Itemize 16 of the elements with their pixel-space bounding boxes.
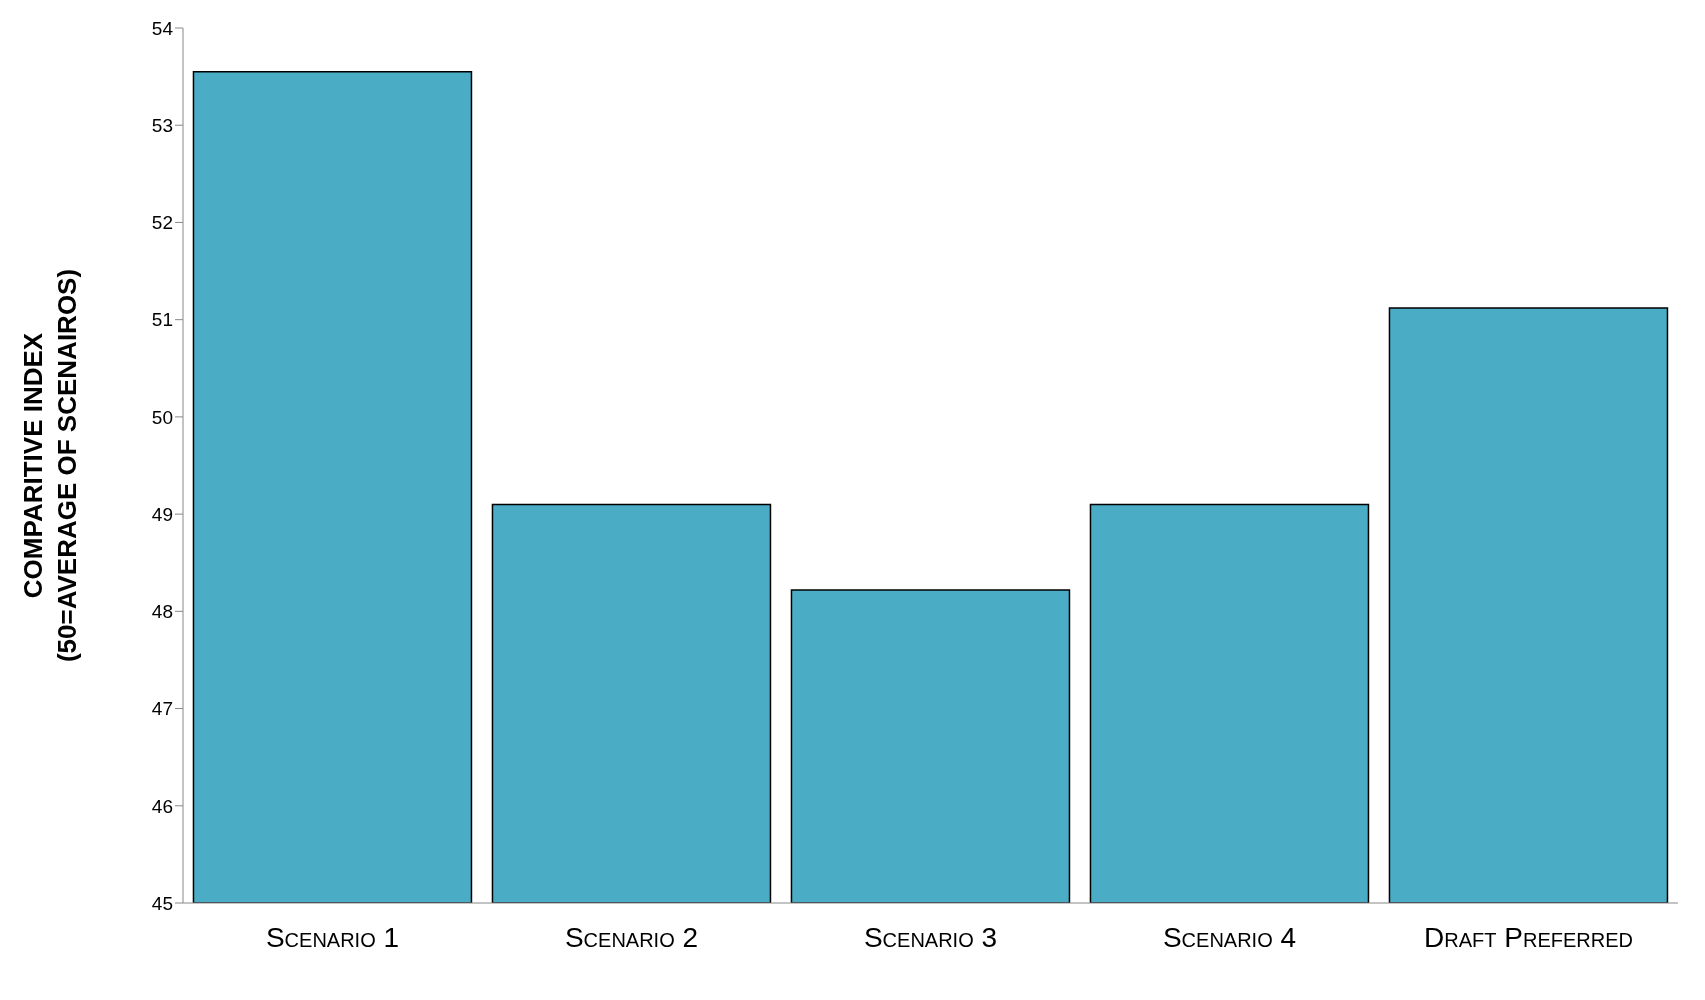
y-axis-title: COMPARITIVE INDEX (50=AVERAGE OF SCENAIROS) <box>18 268 82 663</box>
y-tick-label: 49 <box>151 503 173 525</box>
y-tick-label: 46 <box>151 795 173 817</box>
y-tick-label: 50 <box>151 406 173 428</box>
y-tick-label: 54 <box>151 17 174 39</box>
y-tick-label: 53 <box>151 114 173 136</box>
x-tick-label: Draft Preferred <box>1424 921 1633 953</box>
y-tick-label: 52 <box>151 212 173 234</box>
y-tick-label: 47 <box>151 698 173 720</box>
x-tick-label: Scenario 1 <box>265 921 400 953</box>
y-tick-label: 51 <box>151 309 173 331</box>
y-tick-label: 45 <box>151 892 173 914</box>
x-tick-label: Scenario 2 <box>564 921 699 953</box>
x-tick-label: Scenario 4 <box>1162 921 1297 953</box>
y-tick-label: 48 <box>151 601 173 623</box>
x-tick-label: Scenario 3 <box>863 921 998 953</box>
